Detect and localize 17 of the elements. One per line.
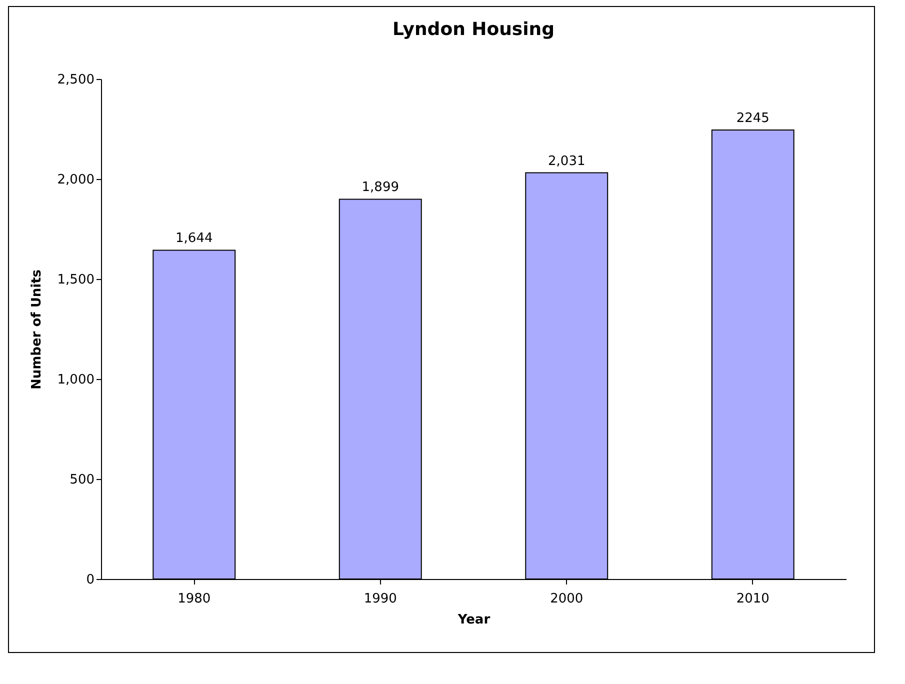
x-tick-label: 2000 — [550, 592, 584, 606]
data-label: 2245 — [736, 111, 770, 126]
data-label: 2,031 — [548, 154, 586, 169]
y-tick-label: 500 — [70, 472, 94, 488]
x-tick-label: 1980 — [178, 592, 211, 606]
x-tick-label: 1990 — [364, 592, 397, 606]
y-axis-title: Number of Units — [29, 269, 44, 390]
data-label: 1,899 — [362, 180, 399, 196]
y-tick-label: 2,000 — [57, 172, 94, 188]
x-axis-title: Year — [456, 612, 491, 628]
chart-title: Lyndon Housing — [392, 19, 554, 40]
x-tick-label: 2010 — [736, 592, 770, 606]
y-tick-label: 1,500 — [57, 272, 94, 288]
y-tick-label: 2,500 — [57, 72, 94, 88]
y-tick-label: 1,000 — [57, 372, 94, 388]
y-tick-label: 0 — [86, 572, 94, 588]
data-label: 1,644 — [176, 231, 213, 246]
